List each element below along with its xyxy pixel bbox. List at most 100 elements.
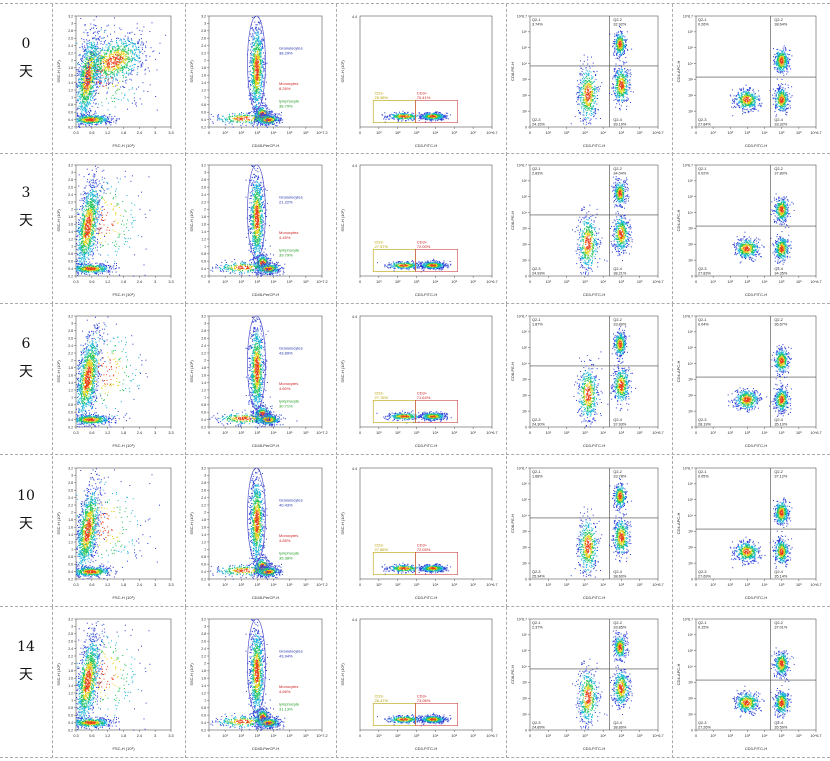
event-dot (96, 69, 98, 71)
event-dot (256, 91, 258, 93)
event-dot (260, 45, 262, 47)
event-dot (92, 77, 94, 79)
event-dot (257, 45, 259, 47)
event-dot (256, 87, 258, 89)
event-dot (265, 74, 267, 76)
event-dot (80, 123, 82, 125)
event-dot (415, 114, 417, 116)
event-dot (111, 53, 113, 55)
event-dot (111, 118, 113, 120)
event-dot (76, 75, 78, 76)
event-dot (107, 63, 109, 64)
event-dot (82, 95, 84, 97)
event-dot (112, 80, 114, 82)
event-dot (265, 119, 266, 121)
event-dot (105, 124, 107, 126)
event-dot (251, 79, 253, 81)
event-dot (126, 45, 127, 47)
event-dot (393, 112, 395, 113)
event-dot (115, 58, 116, 60)
event-dot (276, 119, 278, 120)
event-dot (256, 61, 258, 63)
event-dot (80, 74, 81, 76)
event-dot (86, 50, 88, 52)
event-dot (91, 123, 93, 125)
event-dot (98, 81, 100, 83)
event-dot (252, 79, 254, 81)
event-dot (83, 107, 85, 109)
event-dot (396, 116, 398, 118)
event-dot (91, 70, 93, 72)
event-dot (252, 107, 254, 109)
event-dot (140, 51, 142, 53)
event-dot (117, 68, 119, 70)
event-dot (82, 89, 84, 91)
event-dot (96, 92, 98, 94)
event-dot (107, 67, 109, 68)
event-dot (262, 119, 264, 121)
event-dot (114, 60, 116, 62)
event-dot (98, 92, 99, 94)
event-dot (120, 38, 122, 40)
event-dot (84, 120, 86, 122)
event-dot (83, 54, 85, 55)
event-dot (262, 110, 263, 112)
event-dot (86, 56, 88, 58)
event-dot (276, 122, 278, 124)
event-dot (79, 94, 81, 96)
event-dot (96, 118, 97, 120)
event-dot (110, 82, 112, 84)
event-dot (78, 55, 80, 57)
event-dot (263, 69, 265, 71)
event-dot (96, 120, 98, 122)
event-dot (127, 57, 129, 59)
event-dot (89, 120, 90, 122)
event-dot (149, 55, 151, 57)
event-dot (251, 59, 253, 61)
event-dot (260, 120, 262, 122)
event-dot (141, 30, 143, 32)
event-dot (117, 48, 119, 50)
event-dot (79, 123, 81, 125)
event-dot (238, 114, 240, 116)
event-dot (248, 66, 250, 67)
event-dot (103, 56, 105, 58)
event-dot (93, 27, 95, 29)
event-dot (259, 65, 260, 67)
event-dot (95, 48, 96, 50)
event-dot (82, 109, 84, 111)
event-dot (122, 67, 123, 69)
event-dot (97, 33, 99, 35)
event-dot (116, 63, 118, 65)
event-dot (84, 99, 86, 101)
event-dot (258, 108, 260, 110)
event-dot (235, 121, 237, 123)
event-dot (258, 33, 260, 35)
event-dot (389, 114, 391, 116)
event-dot (130, 79, 132, 81)
event-dot (107, 87, 109, 89)
event-dot (115, 49, 117, 51)
event-dot (84, 82, 86, 83)
event-dot (93, 118, 95, 120)
event-dot (114, 68, 116, 70)
event-dot (276, 117, 278, 119)
event-dot (100, 117, 102, 118)
event-dot (402, 115, 404, 117)
event-dot (101, 63, 103, 64)
event-dot (77, 63, 78, 65)
event-dot (256, 120, 258, 122)
event-dot (94, 53, 96, 55)
event-dot (264, 120, 266, 122)
event-dot (251, 43, 253, 45)
event-dot (251, 63, 253, 65)
event-dot (127, 100, 129, 102)
event-dot (115, 77, 117, 79)
event-dot (107, 118, 109, 120)
event-dot (92, 52, 94, 54)
event-dot (141, 42, 143, 44)
event-dot (242, 118, 243, 120)
event-dot (273, 115, 275, 117)
event-dot (225, 119, 227, 121)
event-dot (251, 119, 252, 121)
